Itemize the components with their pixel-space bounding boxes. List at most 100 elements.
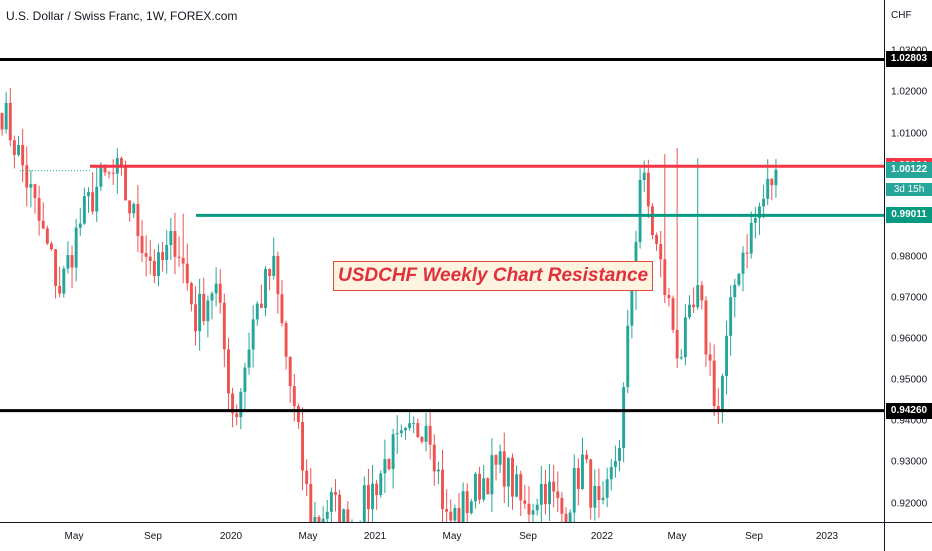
candle-body — [148, 256, 152, 261]
candle-body — [626, 325, 630, 388]
candle-body — [428, 425, 432, 445]
candle-body — [762, 198, 766, 207]
candle-body — [729, 297, 733, 336]
candle-body — [716, 406, 720, 411]
x-tick-label: May — [64, 531, 84, 542]
x-tick-label: 2023 — [815, 531, 839, 542]
time-axis[interactable]: May Sep 2020 May 2021 May Sep 2022 May Sep 2023 — [0, 522, 884, 551]
candle-body — [622, 387, 626, 448]
candle-body — [41, 220, 45, 229]
candle-body — [630, 290, 634, 326]
y-tick-label: 0.95000 — [891, 374, 928, 386]
y-tick-label: 0.96000 — [891, 333, 928, 345]
candle-body — [436, 469, 440, 472]
candle-body — [712, 360, 716, 407]
candle-body — [646, 172, 650, 207]
candle-body — [704, 300, 708, 355]
candle-body — [95, 186, 99, 212]
candle-body — [663, 259, 667, 295]
candle-body — [749, 222, 753, 254]
candle-body — [696, 285, 700, 308]
candle-body — [473, 473, 477, 502]
candle-body — [618, 447, 621, 461]
candle-body — [543, 483, 547, 505]
candle-body — [17, 144, 20, 155]
candle-body — [720, 376, 724, 411]
candle-body — [338, 494, 342, 522]
candle-body — [383, 459, 387, 474]
candle-body — [469, 501, 473, 514]
candle-body — [272, 255, 276, 276]
candle-body — [638, 179, 642, 243]
candle-body — [239, 391, 243, 418]
x-tick-label: May — [667, 531, 687, 542]
candle-body — [214, 283, 218, 294]
candle-body — [243, 367, 247, 392]
candle-body — [144, 252, 148, 257]
price-badge: 1.00122 — [886, 161, 932, 178]
candle-body — [255, 303, 259, 320]
candle-body — [387, 459, 391, 470]
candle-body — [457, 508, 461, 522]
candle-body — [741, 252, 745, 274]
candle-body — [173, 231, 177, 257]
price-axis[interactable]: CHF 1.030001.020001.010001.000000.990000… — [884, 0, 932, 522]
y-tick-label: 1.01000 — [891, 128, 928, 140]
candle-body — [259, 303, 263, 308]
candle-body — [325, 511, 329, 519]
candle-body — [605, 479, 609, 498]
candle-body — [152, 260, 156, 276]
annotation-label: USDCHF Weekly Chart Resistance — [333, 261, 654, 291]
candle-body — [539, 483, 543, 505]
candle-body — [770, 178, 774, 186]
candle-body — [675, 329, 679, 359]
candle-body — [165, 245, 169, 260]
candle-body — [593, 486, 597, 508]
candle-body — [124, 166, 128, 201]
y-tick-label: 0.92000 — [891, 498, 928, 509]
candle-body — [99, 164, 103, 187]
candle-body — [33, 184, 37, 199]
candle-body — [552, 481, 556, 492]
candle-body — [391, 434, 395, 470]
candle-body — [329, 492, 333, 512]
candle-body — [482, 478, 486, 500]
candle-body — [576, 467, 580, 489]
candle-body — [453, 508, 457, 521]
plot-area[interactable]: USDCHF Weekly Chart Resistance — [0, 0, 884, 522]
candle-body — [181, 257, 185, 264]
candle-body — [218, 283, 222, 303]
candle-body — [264, 268, 267, 308]
candle-body — [288, 356, 292, 387]
candle-body — [758, 206, 761, 219]
candle-body — [247, 349, 251, 368]
x-tick-label: 2022 — [590, 531, 614, 542]
candle-body — [0, 113, 4, 130]
candle-body — [309, 484, 313, 522]
candle-body — [292, 386, 296, 407]
x-tick-label: Sep — [745, 531, 763, 542]
candle-body — [589, 459, 593, 508]
candle-body — [737, 273, 741, 285]
x-tick-label: Sep — [144, 531, 162, 542]
candle-body — [62, 268, 66, 294]
candle-body — [700, 285, 704, 301]
candle-body — [268, 268, 272, 276]
candle-body — [531, 510, 535, 515]
candle-body — [103, 164, 107, 173]
candle-body — [683, 317, 687, 358]
candle-body — [753, 218, 757, 223]
candle-body — [305, 470, 309, 485]
candle-body — [774, 169, 778, 186]
candle-body — [189, 283, 193, 305]
candle-body — [74, 227, 78, 268]
candle-body — [301, 422, 305, 471]
candle-body — [399, 430, 403, 434]
candle-body — [688, 304, 691, 318]
candle-body — [486, 478, 490, 495]
candle-body — [515, 474, 519, 497]
candle-body — [581, 454, 584, 489]
y-tick-label: 0.93000 — [891, 456, 928, 468]
candle-body — [556, 491, 560, 498]
candle-body — [276, 255, 280, 295]
